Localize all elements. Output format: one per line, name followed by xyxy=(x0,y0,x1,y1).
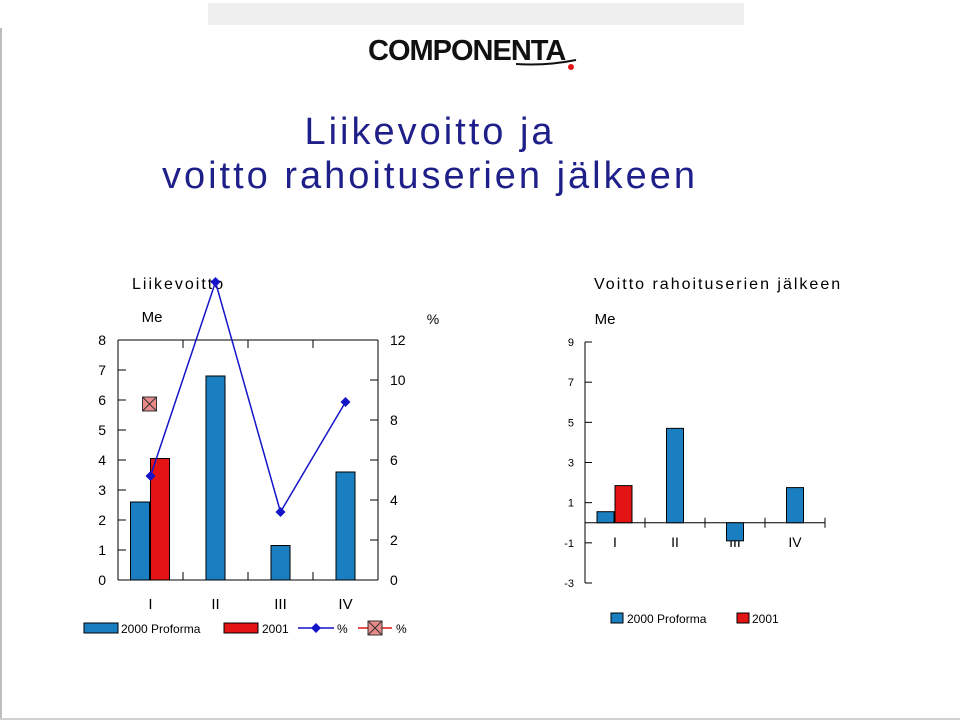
chart1-legend-line-marker xyxy=(311,623,321,633)
chart1-line-percent xyxy=(149,279,347,514)
chart2-category-label: II xyxy=(671,534,679,550)
chart2-ylabel: Me xyxy=(595,311,616,328)
chart1-ytick-label: 0 xyxy=(98,572,106,588)
chart1-title: Liikevoitto xyxy=(132,276,226,293)
left-frame-line xyxy=(0,28,2,720)
chart1-legend-label-2001: 2001 xyxy=(262,622,289,636)
chart1-marker-cross xyxy=(142,396,157,412)
chart1-bar-2000-proforma xyxy=(335,471,356,581)
chart1-legend-marker-cross xyxy=(367,620,383,636)
chart1-bar-2000-proforma xyxy=(270,545,291,581)
chart1-bar-2000-proforma xyxy=(130,501,150,581)
chart1-legend-swatch-2001 xyxy=(223,622,259,634)
chart1-y2tick-label: 0 xyxy=(390,572,398,588)
chart1-line-point xyxy=(340,397,351,407)
chart1-line-point xyxy=(210,277,221,287)
chart1-legend-label-marker: % xyxy=(396,622,407,636)
chart2-bar-2000-proforma xyxy=(726,522,744,542)
chart2-legend-label-2000: 2000 Proforma xyxy=(627,612,707,626)
chart1-ylabel-left: Me xyxy=(142,309,163,326)
chart2-category-label: I xyxy=(613,534,617,550)
chart1-category-label: IV xyxy=(338,596,352,613)
chart2-ytick-label: 7 xyxy=(568,377,574,389)
chart1-legend-label-2000: 2000 Proforma xyxy=(121,622,201,636)
chart2-ytick-label: 1 xyxy=(568,498,574,510)
chart1-ytick-label: 6 xyxy=(98,392,106,408)
chart2-ytick-label: -1 xyxy=(564,538,574,550)
chart1-line-point xyxy=(275,507,286,517)
chart2-ytick-label: -3 xyxy=(564,578,574,590)
chart1-y2tick-label: 4 xyxy=(390,492,398,508)
chart1-bar-2001 xyxy=(150,458,170,581)
top-bar xyxy=(208,3,744,25)
chart1-y2tick-label: 10 xyxy=(390,372,406,388)
chart1-legend-swatch-2000 xyxy=(83,622,119,634)
chart2-ytick-label: 9 xyxy=(568,337,574,349)
chart1-y2tick-label: 6 xyxy=(390,452,398,468)
chart1-y2tick-label: 2 xyxy=(390,532,398,548)
chart1-legend-label-line: % xyxy=(337,622,348,636)
chart1-bar-2000-proforma xyxy=(205,375,226,581)
title-line-2: voitto rahoituserien jälkeen xyxy=(161,155,699,197)
chart1-y2tick-label: 8 xyxy=(390,412,398,428)
logo-text: COMPONENTA xyxy=(368,35,566,67)
chart2-legend-swatch-2000 xyxy=(610,612,624,624)
chart2-bar-2001 xyxy=(614,485,633,524)
chart2-category-label: III xyxy=(729,534,741,550)
chart1-ylabel-right: % xyxy=(427,311,439,327)
chart2-bar-2000-proforma xyxy=(786,487,804,524)
chart2-category-label: IV xyxy=(788,534,802,550)
chart1-ytick-label: 7 xyxy=(98,362,106,378)
title-line-1: Liikevoitto ja xyxy=(304,111,556,153)
bottom-frame-line xyxy=(0,718,960,720)
componenta-logo: COMPONENTA xyxy=(368,35,577,70)
page-title: Liikevoitto ja voitto rahoituserien jälk… xyxy=(120,110,740,198)
chart1-ytick-label: 1 xyxy=(98,542,106,558)
chart1-ytick-label: 2 xyxy=(98,512,106,528)
chart1-line-point xyxy=(145,471,156,481)
chart1-category-label: II xyxy=(211,596,219,613)
chart1-ytick-label: 3 xyxy=(98,482,106,498)
logo-dot xyxy=(568,64,574,70)
chart2-title: Voitto rahoituserien jälkeen xyxy=(594,276,843,293)
logo-swoosh xyxy=(515,59,577,66)
chart2-ytick-label: 5 xyxy=(568,417,574,429)
chart1-category-label: I xyxy=(148,596,152,613)
chart2-legend-label-2001: 2001 xyxy=(752,612,779,626)
chart1-ytick-label: 8 xyxy=(98,332,106,348)
chart2-bar-2000-proforma xyxy=(596,511,615,524)
chart1-category-label: III xyxy=(274,596,287,613)
chart2-bar-2000-proforma xyxy=(666,427,684,524)
chart1-ytick-label: 4 xyxy=(98,452,106,468)
chart1-ytick-label: 5 xyxy=(98,422,106,438)
chart2-ytick-label: 3 xyxy=(568,458,574,470)
chart1-y2tick-label: 12 xyxy=(390,332,406,348)
chart2-legend-swatch-2001 xyxy=(736,612,750,624)
